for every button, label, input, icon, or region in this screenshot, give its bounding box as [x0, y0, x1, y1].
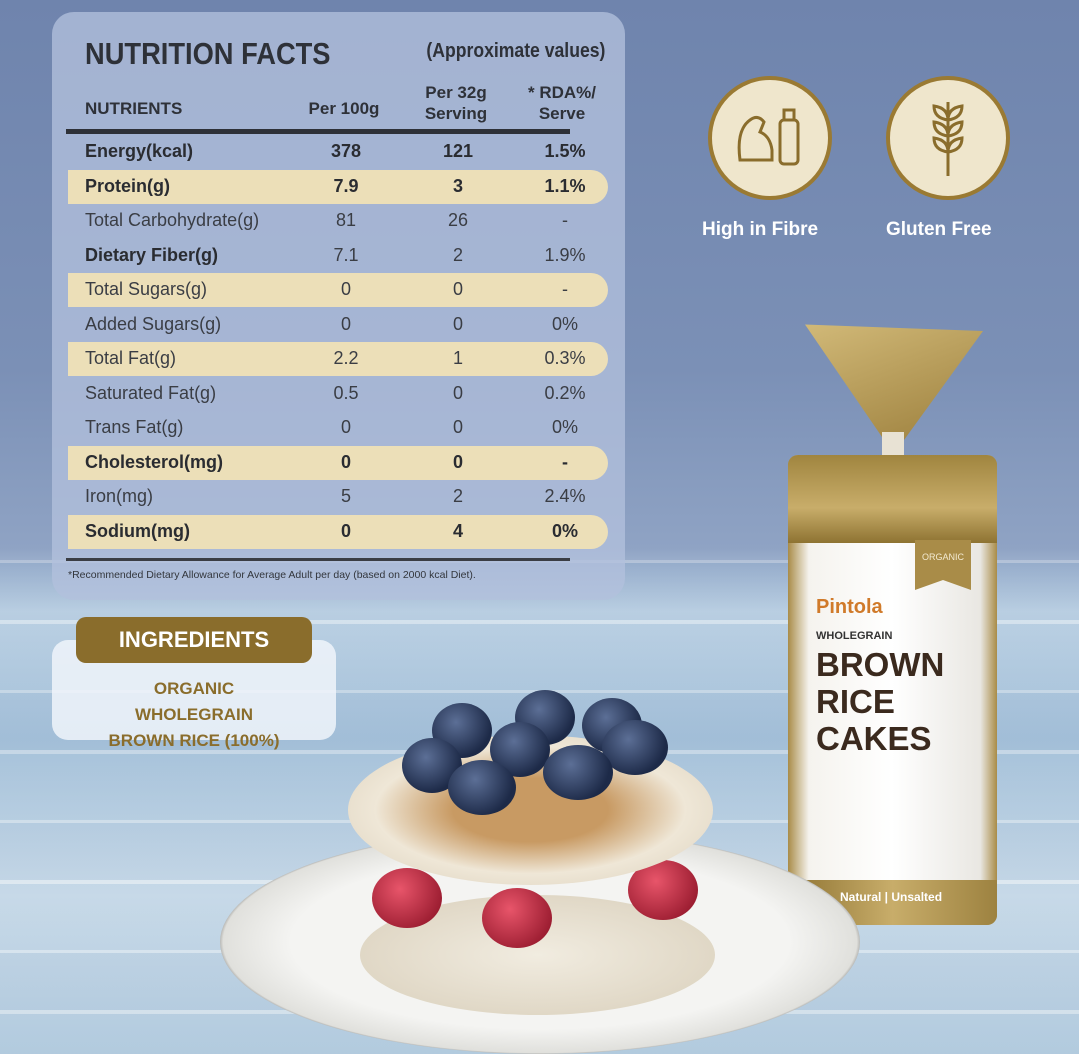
cell-name: Trans Fat(g)	[85, 417, 184, 437]
cell-serving: 0	[452, 313, 463, 334]
ingredients-text: ORGANIC WHOLEGRAIN BROWN RICE (100%)	[108, 679, 280, 750]
cell-rda: 1.9%	[544, 244, 586, 265]
nutrition-row: Total Carbohydrate(g) 81 26 -	[68, 204, 608, 238]
cell-per100: 5	[340, 486, 351, 506]
cell-name: Added Sugars(g)	[85, 313, 222, 334]
nutrition-row: Protein(g) 7.9 3 1.1%	[68, 169, 608, 204]
cell-serving: 121	[442, 141, 474, 161]
product-line: WHOLEGRAIN	[816, 630, 893, 642]
footer-divider	[66, 558, 570, 561]
cell-rda: 0%	[551, 417, 578, 437]
cell-rda: 0%	[551, 313, 578, 334]
cell-serving: 4	[452, 520, 463, 541]
blueberry	[602, 720, 668, 775]
cell-name: Sodium(mg)	[85, 520, 190, 541]
cell-name: Cholesterol(mg)	[85, 451, 224, 472]
cell-per100: 0	[340, 520, 351, 541]
cell-serving: 0	[452, 382, 463, 403]
cell-serving: 26	[447, 210, 469, 230]
cell-name: Iron(mg)	[85, 486, 154, 506]
cell-rda: 0.2%	[544, 382, 586, 403]
nutrition-row: Iron(mg) 5 2 2.4%	[68, 480, 608, 514]
nutrition-row: Trans Fat(g) 0 0 0%	[68, 411, 608, 445]
nutrition-row: Energy(kcal) 378 121 1.5%	[68, 135, 608, 169]
nutrition-row: Saturated Fat(g) 0.5 0 0.2%	[68, 377, 608, 411]
cell-serving: 1	[452, 348, 463, 368]
cell-per100: 378	[330, 141, 362, 161]
cell-per100: 7.9	[333, 175, 359, 196]
cell-serving: 2	[452, 244, 463, 265]
brand-logo: Pintola	[816, 596, 883, 618]
product-neck	[882, 432, 904, 462]
cell-rda: 0.3%	[544, 348, 586, 368]
wheat-icon	[886, 76, 1010, 200]
header-per100: Per 100g	[308, 99, 380, 118]
header-per-serving: Per 32g Serving	[424, 83, 488, 123]
product-wrapper-top	[805, 324, 983, 442]
cell-name: Saturated Fat(g)	[85, 382, 217, 403]
nutrition-title: NUTRITION FACTS	[85, 36, 331, 71]
cell-per100: 0	[340, 417, 351, 437]
nutrition-row: Added Sugars(g) 0 0 0%	[68, 308, 608, 342]
cell-serving: 0	[452, 279, 463, 299]
product-band-top	[788, 455, 997, 543]
raspberry	[482, 888, 552, 948]
cell-per100: 7.1	[333, 244, 359, 265]
ingredients-title: INGREDIENTS	[76, 617, 312, 663]
badge-high-fibre: High in Fibre	[702, 219, 819, 240]
blueberry	[543, 745, 613, 800]
nutrition-row: Total Sugars(g) 0 0 -	[68, 273, 608, 307]
cell-serving: 0	[452, 417, 463, 437]
nutrition-row: Dietary Fiber(g) 7.1 2 1.9%	[68, 239, 608, 273]
cell-rda: -	[562, 279, 568, 299]
cell-per100: 0	[340, 279, 351, 299]
header-nutrients: NUTRIENTS	[85, 99, 183, 118]
cell-serving: 0	[452, 451, 463, 472]
product-name: BROWN RICE CAKES	[816, 646, 945, 757]
cell-rda: 1.1%	[544, 175, 586, 196]
cell-rda: -	[562, 451, 568, 472]
nutrition-row: Cholesterol(mg) 0 0 -	[68, 445, 608, 480]
cell-per100: 0	[340, 313, 351, 334]
raspberry	[372, 868, 442, 928]
cell-rda: 2.4%	[544, 486, 586, 506]
cell-serving: 2	[452, 486, 463, 506]
cell-rda: -	[562, 210, 568, 230]
nutrition-facts-panel: NUTRITION FACTS (Approximate values) NUT…	[52, 12, 625, 600]
cell-serving: 3	[452, 175, 463, 196]
cell-rda: 1.5%	[544, 141, 586, 161]
cell-name: Total Carbohydrate(g)	[85, 210, 260, 230]
cell-rda: 0%	[551, 520, 578, 541]
badge-gluten-free: Gluten Free	[886, 219, 992, 240]
cell-name: Dietary Fiber(g)	[85, 244, 219, 265]
cell-per100: 0	[340, 451, 351, 472]
cell-per100: 2.2	[333, 348, 359, 368]
nutrition-subtitle: (Approximate values)	[426, 40, 605, 62]
cell-per100: 0.5	[333, 382, 359, 403]
cell-per100: 81	[335, 210, 357, 230]
cell-name: Protein(g)	[85, 175, 170, 196]
cell-name: Total Sugars(g)	[85, 279, 208, 299]
product-variant: Natural | Unsalted	[840, 890, 943, 904]
footnote: *Recommended Dietary Allowance for Avera…	[68, 569, 476, 581]
nutrition-row: Sodium(mg) 0 4 0%	[68, 514, 608, 549]
blueberry	[448, 760, 516, 815]
header-rda: * RDA%/ Serve	[527, 83, 596, 123]
cell-name: Energy(kcal)	[85, 141, 194, 161]
nutrition-row: Total Fat(g) 2.2 1 0.3%	[68, 342, 608, 376]
cell-name: Total Fat(g)	[85, 348, 177, 368]
header-divider	[66, 129, 570, 134]
muscle-bottle-icon	[708, 76, 832, 200]
